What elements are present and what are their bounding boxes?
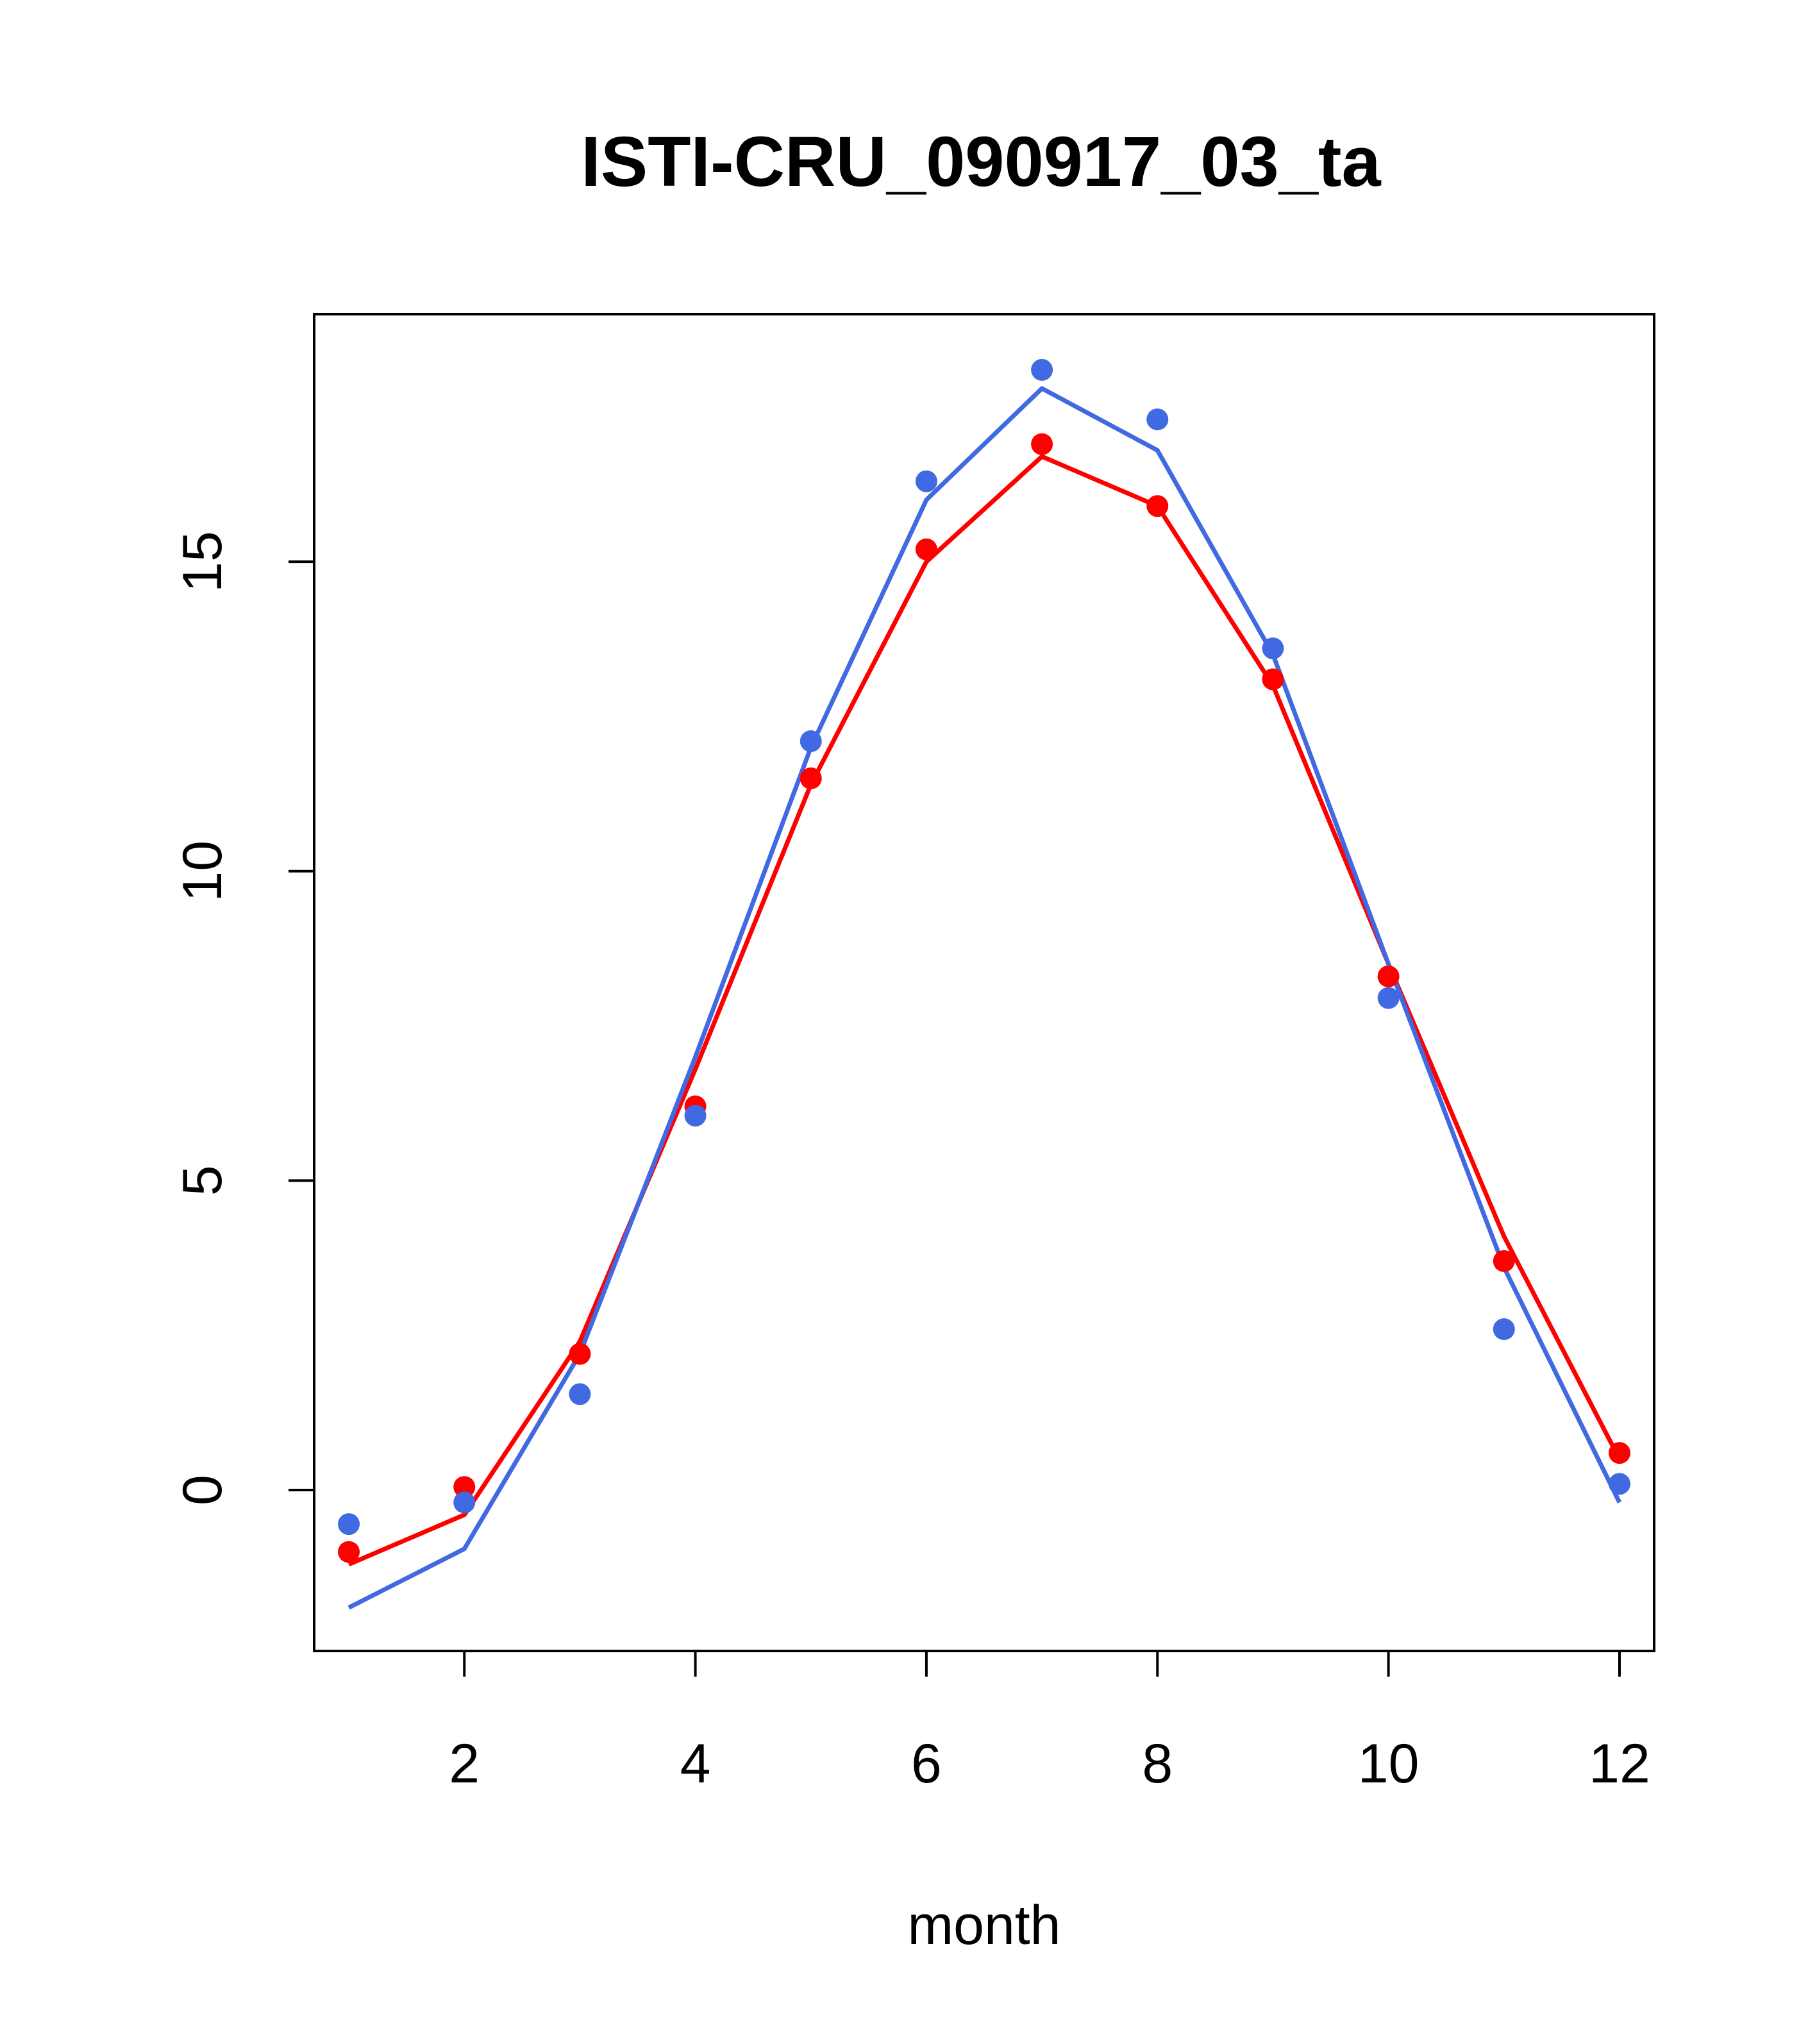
- series-2-point-6: [915, 470, 937, 492]
- x-tick-label-12: 12: [1589, 1733, 1650, 1795]
- series-2-point-5: [800, 730, 822, 753]
- plot-frame: [313, 313, 1655, 1652]
- x-tick-label-4: 4: [680, 1733, 711, 1795]
- chart-title: ISTI-CRU_090917_03_ta: [581, 122, 1381, 201]
- series-2-point-12: [1608, 1473, 1630, 1495]
- series-1-point-11: [1493, 1250, 1515, 1272]
- series-1-line: [347, 454, 1622, 1567]
- series-1-point-9: [1262, 668, 1284, 691]
- x-tick-label-10: 10: [1358, 1733, 1419, 1795]
- series-2-point-7: [1031, 358, 1053, 381]
- series-1-point-12: [1608, 1442, 1630, 1464]
- series-2-point-8: [1146, 408, 1169, 431]
- series-2-line: [347, 386, 1622, 1610]
- series-1-point-10: [1377, 965, 1400, 987]
- series-2-point-11: [1493, 1318, 1515, 1341]
- series-2-point-1: [338, 1513, 360, 1536]
- y-axis: 0 5 10 15: [172, 531, 315, 1505]
- y-tick-label-10: 10: [172, 841, 233, 902]
- x-tick-label-2: 2: [449, 1733, 480, 1795]
- series-1-point-7: [1031, 433, 1053, 455]
- series-1-point-3: [569, 1343, 591, 1365]
- series-1-point-1: [338, 1541, 360, 1563]
- y-tick-label-15: 15: [172, 531, 233, 592]
- series-2-point-2: [453, 1491, 476, 1514]
- x-axis-label: month: [907, 1895, 1060, 1956]
- y-tick-label-0: 0: [172, 1475, 233, 1505]
- series-2-point-4: [684, 1105, 707, 1127]
- series-1-point-2: [453, 1476, 476, 1498]
- x-tick-label-6: 6: [911, 1733, 942, 1795]
- series-1-point-8: [1146, 495, 1169, 517]
- series-2-point-10: [1377, 987, 1400, 1009]
- series-layer: [338, 358, 1630, 1610]
- series-1-point-6: [915, 538, 937, 560]
- x-tick-label-8: 8: [1142, 1733, 1173, 1795]
- x-axis: 2 4 6 8 10 12: [449, 1650, 1650, 1795]
- series-1-point-5: [800, 767, 822, 789]
- series-2-point-3: [569, 1383, 591, 1405]
- y-tick-label-5: 5: [172, 1165, 233, 1196]
- series-2-point-9: [1262, 637, 1284, 660]
